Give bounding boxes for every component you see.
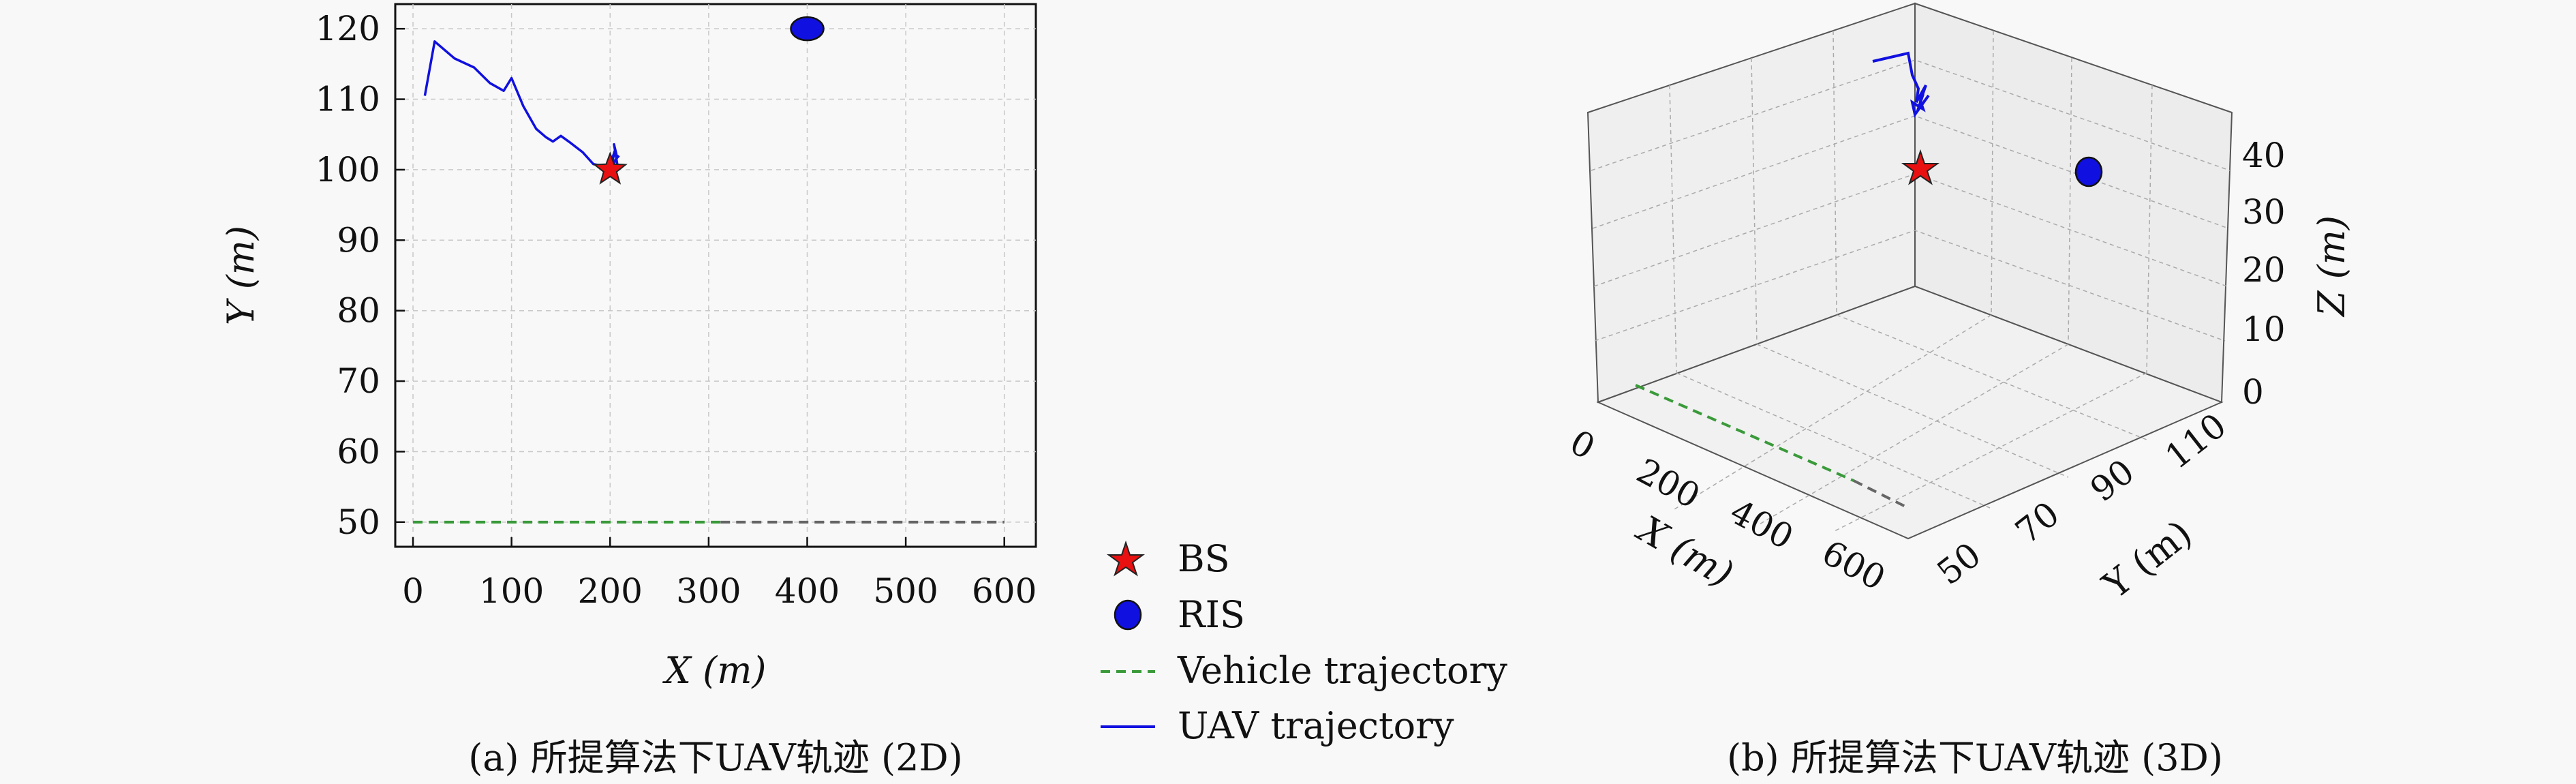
y-tick-label: 100	[316, 150, 380, 190]
x-tick-label: 400	[775, 571, 840, 611]
panel-b-uav-trajectory	[1872, 51, 1930, 118]
z-tick-label: 30	[2242, 192, 2286, 232]
panel-a-plot-area	[394, 3, 1037, 548]
panel-b-vehicle-trajectory-gray	[1853, 479, 1909, 509]
panel-a-ticks: 0 100 200 300 400 500 600 50 60 70 80 90 100 110 120	[316, 9, 1037, 611]
y-tick-label: 60	[337, 432, 380, 471]
legend-label-bs: BS	[1178, 537, 1230, 580]
panel-b-vehicle-trajectory-green	[1635, 384, 1854, 482]
x-tick-label: 200	[578, 571, 643, 611]
panel-a-series	[413, 16, 1005, 524]
legend-label-uav: UAV trajectory	[1178, 704, 1454, 747]
red-star-icon	[1106, 540, 1146, 577]
x-tick-label: 0	[1563, 422, 1601, 467]
y-tick-label: 90	[337, 220, 380, 260]
panel-b-floor-pane	[1596, 285, 2224, 540]
x-tick-label: 500	[873, 571, 938, 611]
ris-marker	[790, 16, 825, 42]
panel-a-xlabel: X (m)	[662, 649, 767, 692]
y-tick-label: 70	[337, 361, 380, 401]
y-tick-label: 70	[2008, 494, 2067, 552]
x-tick-label: 400	[1723, 492, 1799, 557]
panel-b-z-ticks: 0 10 20 30 40	[2242, 136, 2286, 412]
y-tick-label: 80	[337, 291, 380, 331]
panel-b-ylabel: Y (m)	[2094, 512, 2200, 607]
panel-b-zlabel: Z (m)	[2310, 215, 2353, 318]
uav-trajectory-line	[423, 40, 620, 172]
x-tick-label: 600	[1815, 532, 1891, 598]
x-tick-label: 600	[972, 571, 1037, 611]
panel-b-ris-marker	[2074, 156, 2103, 187]
panel-a-caption: (a) 所提算法下UAV轨迹 (2D)	[468, 736, 963, 779]
legend-label-vehicle: Vehicle trajectory	[1177, 649, 1507, 692]
x-tick-label: 200	[1630, 451, 1706, 516]
y-tick-label: 90	[2083, 452, 2142, 510]
z-tick-label: 0	[2242, 372, 2264, 412]
y-tick-label: 120	[316, 9, 380, 48]
x-tick-label: 300	[676, 571, 741, 611]
panel-b: 0 10 20 30 40 Z (m) 0 200 400 600 X (m) …	[1563, 2, 2353, 779]
legend: BS RIS Vehicle trajectory UAV trajectory	[1101, 537, 1507, 747]
y-tick-label: 110	[316, 80, 380, 119]
x-tick-label: 100	[479, 571, 544, 611]
blue-circle-icon	[1114, 599, 1142, 631]
bs-marker	[592, 151, 628, 185]
x-tick-label: 0	[402, 571, 424, 611]
z-tick-label: 20	[2242, 250, 2286, 290]
z-tick-label: 40	[2242, 136, 2286, 175]
z-tick-label: 10	[2242, 310, 2286, 349]
y-tick-label: 50	[1930, 535, 1989, 593]
y-tick-label: 50	[337, 502, 380, 542]
panel-a: 0 100 200 300 400 500 600 50 60 70 80 90 100 110 120 X…	[219, 3, 1037, 779]
panel-b-xlabel: X (m)	[1629, 507, 1741, 596]
panel-b-caption: (b) 所提算法下UAV轨迹 (3D)	[1727, 736, 2223, 779]
legend-label-ris: RIS	[1178, 593, 1245, 636]
panel-b-bs-marker	[1901, 149, 1940, 185]
panel-a-ylabel: Y (m)	[219, 226, 262, 325]
